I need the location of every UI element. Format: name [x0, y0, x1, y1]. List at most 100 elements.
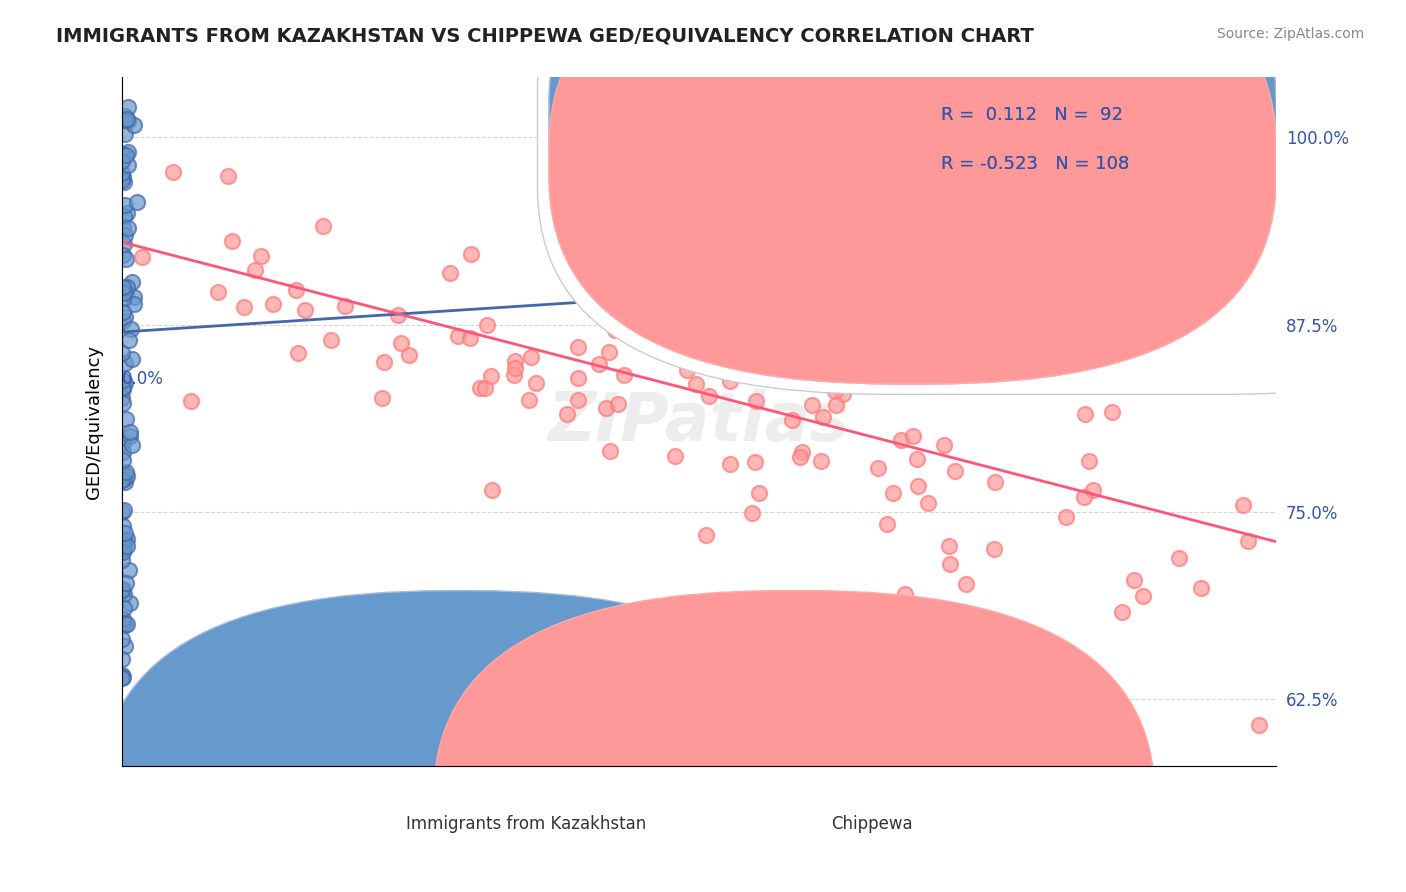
Point — [837, 370, 859, 384]
Point — [112, 237, 135, 252]
Point — [112, 467, 135, 481]
Point — [734, 308, 756, 322]
Point — [481, 483, 503, 497]
Point — [112, 502, 135, 516]
Point — [811, 409, 834, 424]
Point — [115, 112, 138, 127]
Point — [934, 438, 956, 452]
Point — [1111, 605, 1133, 619]
Point — [697, 389, 720, 403]
Point — [439, 266, 461, 280]
Point — [111, 668, 134, 682]
Point — [1078, 454, 1101, 468]
Point — [718, 458, 741, 472]
Text: 100.0%: 100.0% — [1213, 370, 1277, 388]
Point — [112, 175, 135, 189]
Point — [790, 445, 813, 459]
Point — [371, 391, 394, 405]
Text: ZIPatlas: ZIPatlas — [548, 389, 851, 455]
Point — [121, 275, 143, 289]
Point — [111, 473, 134, 487]
Point — [114, 618, 136, 632]
Point — [112, 541, 135, 555]
Point — [287, 345, 309, 359]
Point — [555, 407, 578, 421]
Point — [741, 506, 763, 520]
Point — [475, 318, 498, 332]
Point — [111, 632, 134, 646]
Point — [111, 154, 134, 169]
Point — [112, 280, 135, 294]
Point — [115, 465, 138, 479]
Point — [588, 357, 610, 371]
FancyBboxPatch shape — [98, 591, 820, 892]
Point — [613, 368, 636, 383]
Point — [114, 113, 136, 128]
Point — [114, 110, 136, 124]
Point — [585, 252, 607, 266]
Point — [294, 302, 316, 317]
Point — [321, 334, 343, 348]
Point — [868, 461, 890, 475]
FancyBboxPatch shape — [550, 0, 1277, 339]
Point — [117, 532, 139, 546]
Point — [131, 250, 153, 264]
Point — [595, 401, 617, 416]
Point — [118, 563, 141, 577]
Point — [125, 194, 148, 209]
Point — [115, 412, 138, 426]
Point — [112, 380, 135, 394]
Point — [685, 377, 707, 392]
Point — [984, 475, 1007, 490]
Point — [748, 486, 770, 500]
Point — [111, 146, 134, 161]
Point — [112, 472, 135, 486]
Point — [112, 587, 135, 601]
Y-axis label: GED/Equivalency: GED/Equivalency — [86, 345, 103, 499]
Point — [882, 486, 904, 500]
FancyBboxPatch shape — [537, 0, 1406, 394]
Point — [117, 100, 139, 114]
Point — [112, 582, 135, 597]
Point — [1249, 717, 1271, 731]
Text: R =  0.112   N =  92: R = 0.112 N = 92 — [942, 106, 1123, 124]
Point — [503, 368, 526, 383]
Point — [114, 639, 136, 653]
Point — [1132, 589, 1154, 603]
Point — [111, 382, 134, 396]
Point — [664, 449, 686, 463]
Point — [810, 454, 832, 468]
Point — [825, 398, 848, 412]
Point — [661, 345, 683, 359]
Point — [1232, 498, 1254, 512]
Point — [118, 596, 141, 610]
Point — [111, 445, 134, 459]
Point — [111, 220, 134, 235]
Point — [114, 356, 136, 370]
Point — [876, 517, 898, 532]
Point — [122, 118, 145, 132]
Point — [114, 127, 136, 141]
Point — [111, 346, 134, 360]
Point — [111, 544, 134, 558]
Point — [744, 455, 766, 469]
Point — [111, 373, 134, 387]
Point — [938, 539, 960, 553]
Point — [1122, 573, 1144, 587]
Point — [111, 552, 134, 566]
Point — [373, 355, 395, 369]
Point — [111, 504, 134, 518]
Point — [333, 299, 356, 313]
Point — [121, 352, 143, 367]
Point — [233, 300, 256, 314]
Point — [114, 575, 136, 590]
Point — [111, 583, 134, 598]
Point — [389, 335, 412, 350]
Point — [111, 169, 134, 184]
Point — [873, 665, 896, 680]
Point — [284, 283, 307, 297]
Point — [901, 429, 924, 443]
Point — [695, 528, 717, 542]
Point — [519, 392, 541, 407]
Point — [115, 468, 138, 483]
